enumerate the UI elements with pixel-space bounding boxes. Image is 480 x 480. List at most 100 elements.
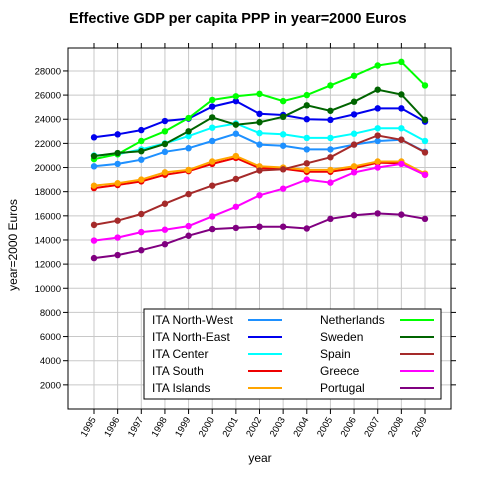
data-point — [327, 146, 334, 153]
data-point — [114, 160, 121, 168]
data-point — [185, 114, 192, 122]
data-point — [232, 97, 240, 105]
x-axis-label: year — [248, 451, 271, 465]
data-point — [90, 237, 98, 244]
y-axis-label: year=2000 Euros — [6, 199, 20, 291]
data-point — [209, 137, 216, 145]
data-point — [279, 97, 287, 105]
data-point — [350, 111, 358, 118]
data-point — [138, 176, 145, 183]
data-point — [185, 222, 192, 230]
data-point — [350, 72, 358, 79]
data-point — [327, 107, 334, 114]
data-point — [114, 149, 121, 157]
x-tick-label: 2005 — [315, 415, 335, 439]
legend-label-5: Netherlands — [320, 313, 385, 327]
data-point — [374, 86, 381, 93]
data-point — [350, 163, 358, 170]
data-point — [398, 160, 405, 168]
data-point — [232, 130, 240, 137]
data-point — [303, 225, 310, 232]
data-point — [138, 126, 145, 134]
data-point — [161, 148, 169, 156]
data-point — [374, 210, 381, 217]
data-point — [185, 145, 192, 152]
y-tick-label: 4000 — [40, 356, 61, 367]
x-tick-label: 1998 — [150, 415, 170, 439]
legend-label-0: ITA North-West — [152, 313, 234, 327]
data-point — [138, 137, 145, 145]
data-point — [327, 82, 334, 89]
data-point — [256, 110, 263, 118]
data-point — [114, 180, 121, 187]
x-tick-label: 1996 — [102, 415, 122, 439]
legend-label-1: ITA North-East — [152, 330, 230, 344]
data-point — [209, 96, 216, 104]
data-point — [90, 182, 98, 189]
y-tick-label: 14000 — [35, 235, 61, 246]
data-point — [398, 105, 405, 112]
data-point — [185, 132, 192, 140]
data-point — [421, 149, 429, 156]
data-point — [90, 254, 98, 262]
data-point — [232, 152, 240, 160]
data-point — [350, 212, 358, 219]
data-point — [350, 130, 358, 137]
data-point — [161, 169, 169, 176]
y-tick-label: 8000 — [40, 308, 61, 319]
data-point — [303, 102, 310, 109]
legend-label-8: Greece — [320, 364, 360, 378]
data-point — [279, 142, 287, 149]
legend-label-4: ITA Islands — [152, 381, 210, 395]
data-point — [303, 176, 310, 183]
data-point — [138, 148, 145, 155]
data-point — [209, 225, 216, 233]
legend-label-9: Portugal — [320, 381, 365, 395]
legend-label-7: Spain — [320, 347, 351, 361]
data-point — [114, 217, 121, 224]
data-point — [421, 215, 429, 223]
data-point — [327, 134, 334, 142]
data-point — [232, 224, 240, 232]
y-tick-label: 6000 — [40, 332, 61, 343]
data-point — [209, 182, 216, 189]
data-point — [303, 166, 310, 174]
x-tick-label: 1999 — [173, 415, 193, 439]
y-tick-label: 26000 — [35, 91, 61, 102]
data-point — [398, 91, 405, 98]
data-point — [398, 125, 405, 132]
x-tick-label: 2008 — [386, 415, 406, 439]
data-point — [279, 223, 287, 230]
legend: ITA North-West ITA North-East ITA Center IT… — [143, 308, 442, 400]
legend-label-2: ITA Center — [152, 347, 208, 361]
data-point — [350, 169, 358, 176]
data-point — [279, 113, 287, 121]
data-point — [209, 213, 216, 220]
data-point — [209, 103, 216, 110]
data-point — [303, 146, 310, 153]
x-tick-label: 2003 — [268, 415, 288, 439]
data-point — [161, 200, 169, 207]
x-tick-label: 2009 — [410, 415, 430, 439]
data-point — [303, 160, 310, 167]
data-point — [350, 141, 358, 148]
data-point — [421, 116, 429, 124]
data-point — [421, 137, 429, 145]
chart-title: Effective GDP per capita PPP in year=200… — [69, 11, 407, 27]
data-point — [90, 221, 98, 229]
data-point — [161, 226, 169, 233]
data-point — [209, 114, 216, 121]
data-point — [256, 119, 263, 126]
data-point — [374, 137, 381, 145]
data-point — [256, 223, 263, 230]
data-point — [90, 152, 98, 160]
legend-label-3: ITA South — [152, 364, 204, 378]
y-tick-label: 18000 — [35, 187, 61, 198]
data-point — [398, 136, 405, 143]
data-point — [374, 164, 381, 171]
y-tick-label: 2000 — [40, 380, 61, 391]
y-tick-label: 10000 — [35, 284, 61, 295]
data-point — [327, 116, 334, 124]
data-point — [327, 215, 334, 223]
